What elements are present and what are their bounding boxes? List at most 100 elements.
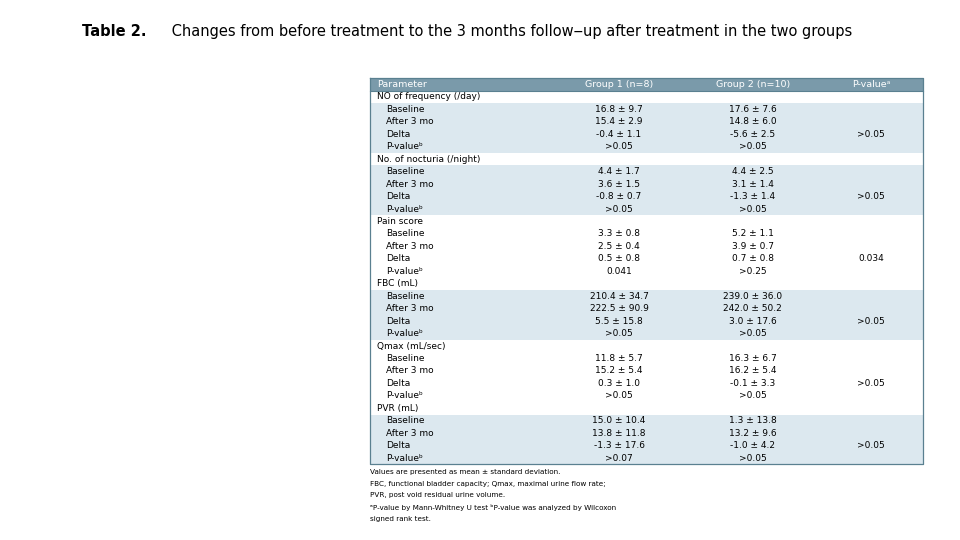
Text: After 3 mo: After 3 mo (386, 367, 434, 375)
Text: >0.05: >0.05 (605, 205, 633, 214)
FancyBboxPatch shape (370, 178, 923, 191)
Text: FBC, functional bladder capacity; Qmax, maximal urine flow rate;: FBC, functional bladder capacity; Qmax, … (370, 481, 606, 487)
Text: Pain score: Pain score (377, 217, 423, 226)
Text: Baseline: Baseline (386, 167, 425, 176)
Text: 11.8 ± 5.7: 11.8 ± 5.7 (595, 354, 643, 363)
Text: 3.6 ± 1.5: 3.6 ± 1.5 (598, 180, 640, 188)
Text: 210.4 ± 34.7: 210.4 ± 34.7 (589, 292, 648, 301)
Text: -0.1 ± 3.3: -0.1 ± 3.3 (730, 379, 776, 388)
Text: After 3 mo: After 3 mo (386, 117, 434, 126)
FancyBboxPatch shape (370, 440, 923, 452)
Text: P-valueᵇ: P-valueᵇ (386, 267, 423, 276)
Text: 0.034: 0.034 (858, 254, 884, 264)
FancyBboxPatch shape (370, 91, 923, 103)
FancyBboxPatch shape (370, 253, 923, 265)
FancyBboxPatch shape (370, 215, 923, 228)
Text: After 3 mo: After 3 mo (386, 180, 434, 188)
Text: ᵃP-value by Mann-Whitney U test ᵇP-value was analyzed by Wilcoxon: ᵃP-value by Mann-Whitney U test ᵇP-value… (370, 504, 616, 511)
FancyBboxPatch shape (370, 427, 923, 440)
Text: 3.9 ± 0.7: 3.9 ± 0.7 (732, 242, 774, 251)
Text: P-valueᵇ: P-valueᵇ (386, 454, 423, 463)
Text: International Neurourology Journal 2012;16:41–46: International Neurourology Journal 2012;… (11, 165, 20, 375)
Text: -0.4 ± 1.1: -0.4 ± 1.1 (596, 130, 641, 139)
Text: 13.8 ± 11.8: 13.8 ± 11.8 (592, 429, 646, 438)
FancyBboxPatch shape (370, 290, 923, 302)
FancyBboxPatch shape (370, 78, 923, 91)
FancyBboxPatch shape (370, 140, 923, 153)
FancyBboxPatch shape (370, 452, 923, 464)
FancyBboxPatch shape (370, 415, 923, 427)
Text: P-valueᵃ: P-valueᵃ (852, 80, 890, 89)
Text: Delta: Delta (386, 379, 411, 388)
Text: >0.05: >0.05 (857, 130, 885, 139)
Text: 1.3 ± 13.8: 1.3 ± 13.8 (729, 416, 777, 426)
FancyBboxPatch shape (370, 364, 923, 377)
Text: -5.6 ± 2.5: -5.6 ± 2.5 (731, 130, 776, 139)
FancyBboxPatch shape (370, 390, 923, 402)
FancyBboxPatch shape (370, 402, 923, 415)
Text: >0.05: >0.05 (739, 143, 767, 151)
Text: Delta: Delta (386, 130, 411, 139)
Text: 239.0 ± 36.0: 239.0 ± 36.0 (723, 292, 782, 301)
Text: 4.4 ± 2.5: 4.4 ± 2.5 (732, 167, 774, 176)
FancyBboxPatch shape (370, 265, 923, 278)
Text: >0.05: >0.05 (857, 316, 885, 326)
Text: Table 2.: Table 2. (82, 24, 146, 39)
Text: 3.1 ± 1.4: 3.1 ± 1.4 (732, 180, 774, 188)
Text: >0.05: >0.05 (857, 441, 885, 450)
Text: >0.05: >0.05 (605, 143, 633, 151)
Text: Changes from before treatment to the 3 months follow‒up after treatment in the t: Changes from before treatment to the 3 m… (167, 24, 852, 39)
Text: 4.4 ± 1.7: 4.4 ± 1.7 (598, 167, 640, 176)
Text: 242.0 ± 50.2: 242.0 ± 50.2 (723, 304, 782, 313)
Text: -1.0 ± 4.2: -1.0 ± 4.2 (731, 441, 775, 450)
Text: 16.3 ± 6.7: 16.3 ± 6.7 (729, 354, 777, 363)
Text: 5.2 ± 1.1: 5.2 ± 1.1 (732, 230, 774, 239)
Text: 3.3 ± 0.8: 3.3 ± 0.8 (598, 230, 640, 239)
Text: 5.5 ± 15.8: 5.5 ± 15.8 (595, 316, 643, 326)
Text: Delta: Delta (386, 316, 411, 326)
Text: >0.07: >0.07 (605, 454, 633, 463)
Text: Values are presented as mean ± standard deviation.: Values are presented as mean ± standard … (370, 469, 561, 475)
Text: Group 2 (n=10): Group 2 (n=10) (715, 80, 790, 89)
Text: Delta: Delta (386, 192, 411, 201)
Text: >0.05: >0.05 (857, 192, 885, 201)
Text: >0.05: >0.05 (739, 329, 767, 338)
FancyBboxPatch shape (370, 327, 923, 340)
FancyBboxPatch shape (370, 203, 923, 215)
Text: Delta: Delta (386, 254, 411, 264)
Text: Baseline: Baseline (386, 354, 425, 363)
FancyBboxPatch shape (370, 352, 923, 365)
Text: Baseline: Baseline (386, 416, 425, 426)
Text: 2.5 ± 0.4: 2.5 ± 0.4 (598, 242, 640, 251)
FancyBboxPatch shape (370, 103, 923, 116)
Text: -1.3 ± 17.6: -1.3 ± 17.6 (593, 441, 644, 450)
Text: After 3 mo: After 3 mo (386, 429, 434, 438)
Text: 0.3 ± 1.0: 0.3 ± 1.0 (598, 379, 640, 388)
Text: >0.05: >0.05 (739, 392, 767, 400)
Text: 0.041: 0.041 (606, 267, 632, 276)
Text: P-valueᵇ: P-valueᵇ (386, 392, 423, 400)
Text: P-valueᵇ: P-valueᵇ (386, 205, 423, 214)
Text: 0.7 ± 0.8: 0.7 ± 0.8 (732, 254, 774, 264)
Text: 17.6 ± 7.6: 17.6 ± 7.6 (729, 105, 777, 114)
Text: Baseline: Baseline (386, 292, 425, 301)
Text: Baseline: Baseline (386, 230, 425, 239)
Text: NO of frequency (/day): NO of frequency (/day) (377, 92, 481, 102)
Text: 16.2 ± 5.4: 16.2 ± 5.4 (729, 367, 777, 375)
Text: 222.5 ± 90.9: 222.5 ± 90.9 (589, 304, 648, 313)
Text: Qmax (mL/sec): Qmax (mL/sec) (377, 342, 445, 350)
Text: Group 1 (n=8): Group 1 (n=8) (585, 80, 653, 89)
Text: >0.05: >0.05 (739, 205, 767, 214)
FancyBboxPatch shape (370, 191, 923, 203)
FancyBboxPatch shape (370, 278, 923, 290)
Text: >0.05: >0.05 (739, 454, 767, 463)
Text: 14.8 ± 6.0: 14.8 ± 6.0 (729, 117, 777, 126)
Text: PVR (mL): PVR (mL) (377, 404, 419, 413)
Text: >0.05: >0.05 (605, 329, 633, 338)
FancyBboxPatch shape (370, 153, 923, 165)
Text: FBC (mL): FBC (mL) (377, 279, 419, 288)
Text: 15.2 ± 5.4: 15.2 ± 5.4 (595, 367, 643, 375)
Text: -0.8 ± 0.7: -0.8 ± 0.7 (596, 192, 641, 201)
Text: -1.3 ± 1.4: -1.3 ± 1.4 (731, 192, 776, 201)
Text: After 3 mo: After 3 mo (386, 304, 434, 313)
